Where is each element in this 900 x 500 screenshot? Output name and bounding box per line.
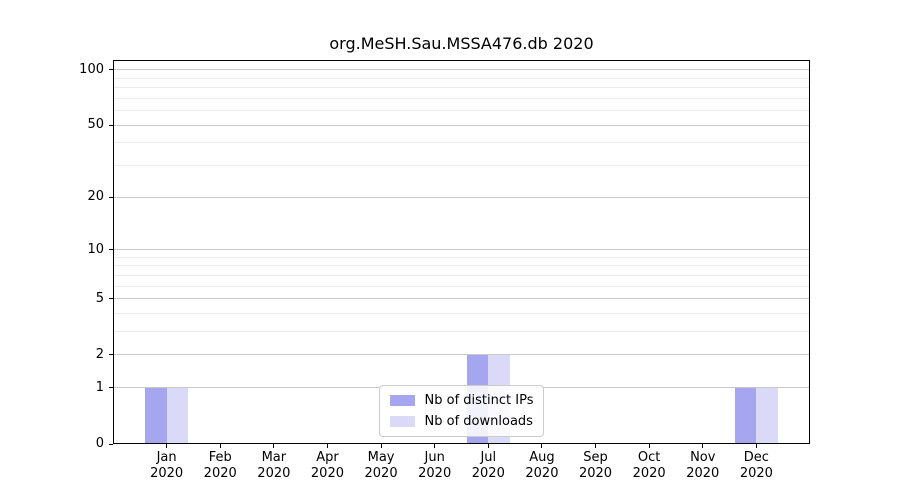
x-tick xyxy=(219,444,221,448)
gridline-minor xyxy=(113,256,810,258)
x-axis-tick-label-year: 2020 xyxy=(632,466,666,481)
y-axis-tick-label: 5 xyxy=(95,290,104,306)
y-axis-tick-label: 100 xyxy=(79,61,104,77)
x-tick xyxy=(434,444,436,448)
x-axis-tick-label-year: 2020 xyxy=(257,466,291,481)
legend-swatch-downloads xyxy=(389,416,415,427)
x-axis-tick-label-year: 2020 xyxy=(739,466,773,481)
legend: Nb of distinct IPs Nb of downloads xyxy=(378,385,545,437)
x-axis-tick-label-year: 2020 xyxy=(525,466,559,481)
x-axis-tick-label: Dec 2020 xyxy=(740,450,773,482)
y-tick xyxy=(109,354,113,356)
x-axis-tick-label: Sep 2020 xyxy=(579,450,612,482)
y-tick xyxy=(109,124,113,126)
x-axis-tick-label-year: 2020 xyxy=(471,466,505,481)
y-tick xyxy=(109,298,113,300)
x-axis-tick-label: Feb 2020 xyxy=(204,450,237,482)
gridline-minor xyxy=(113,142,810,144)
x-axis-tick-label-year: 2020 xyxy=(150,466,184,481)
y-axis-tick-label: 20 xyxy=(87,189,104,205)
y-tick xyxy=(109,69,113,71)
gridline-minor xyxy=(113,331,810,333)
gridline-minor xyxy=(113,285,810,287)
x-axis-tick-label-month: Jan xyxy=(156,450,177,465)
x-tick xyxy=(702,444,704,448)
x-axis-tick-label-month: Oct xyxy=(637,450,661,465)
y-tick xyxy=(109,387,113,389)
bar-distinct-ips-dec xyxy=(734,387,757,444)
x-tick xyxy=(166,444,168,448)
x-axis-tick-label: Nov 2020 xyxy=(686,450,719,482)
gridline-minor xyxy=(113,97,810,99)
x-axis-tick-label-month: Feb xyxy=(208,450,232,465)
gridline-major xyxy=(113,354,810,356)
x-axis-tick-label: Apr 2020 xyxy=(311,450,344,482)
x-axis-tick-label-month: Sep xyxy=(583,450,608,465)
x-axis-tick-label-month: Jun xyxy=(424,450,445,465)
x-axis-tick-label-month: Apr xyxy=(316,450,339,465)
x-tick xyxy=(487,444,489,448)
bar-downloads-jan xyxy=(166,387,189,444)
x-axis-tick-label: Jun 2020 xyxy=(418,450,451,482)
legend-swatch-distinct-ips xyxy=(389,395,415,406)
x-axis-tick-label-year: 2020 xyxy=(203,466,237,481)
bar-downloads-dec xyxy=(756,387,778,444)
chart-title: org.MeSH.Sau.MSSA476.db 2020 xyxy=(329,34,594,53)
x-axis-tick-label: Aug 2020 xyxy=(525,450,558,482)
x-axis-tick-label-month: Dec xyxy=(743,450,769,465)
x-tick xyxy=(755,444,757,448)
x-axis-tick-label-month: Mar xyxy=(261,450,287,465)
y-axis-tick-label: 10 xyxy=(87,241,104,257)
y-tick xyxy=(109,249,113,251)
gridline-minor xyxy=(113,77,810,79)
x-axis-tick-label-year: 2020 xyxy=(364,466,398,481)
bar-distinct-ips-jan xyxy=(145,387,167,444)
x-tick xyxy=(326,444,328,448)
x-axis-tick-label-month: Jul xyxy=(480,450,497,465)
x-axis-tick-label-year: 2020 xyxy=(418,466,452,481)
plot-area: Nb of distinct IPs Nb of downloads xyxy=(113,60,810,444)
gridline-minor xyxy=(113,274,810,276)
x-axis-tick-label: Jan 2020 xyxy=(150,450,183,482)
legend-item-distinct-ips: Nb of distinct IPs xyxy=(389,393,534,408)
legend-item-downloads: Nb of downloads xyxy=(389,414,534,429)
gridline-major xyxy=(113,298,810,300)
y-tick xyxy=(109,443,113,445)
y-axis-tick-label: 50 xyxy=(87,117,104,133)
gridline-minor xyxy=(113,110,810,112)
x-axis-tick-label: Oct 2020 xyxy=(633,450,666,482)
y-axis-tick-label: 1 xyxy=(95,379,104,395)
x-tick xyxy=(648,444,650,448)
x-axis-tick-label-month: Nov xyxy=(690,450,716,465)
gridline-major xyxy=(113,124,810,126)
x-axis-tick-label-month: May xyxy=(367,450,395,465)
y-axis-tick-label: 2 xyxy=(95,346,104,362)
x-axis-tick-label-month: Aug xyxy=(529,450,555,465)
x-tick xyxy=(595,444,597,448)
gridline-minor xyxy=(113,265,810,267)
x-axis-tick-label: May 2020 xyxy=(365,450,398,482)
gridline-major xyxy=(113,249,810,251)
x-axis-tick-label-year: 2020 xyxy=(310,466,344,481)
x-tick xyxy=(380,444,382,448)
legend-label-downloads: Nb of downloads xyxy=(424,414,533,429)
gridline-minor xyxy=(113,87,810,89)
gridline-major xyxy=(113,69,810,71)
x-axis-tick-label-year: 2020 xyxy=(686,466,720,481)
y-tick xyxy=(109,196,113,198)
gridline-minor xyxy=(113,165,810,167)
x-tick xyxy=(273,444,275,448)
gridline-major xyxy=(113,196,810,198)
x-tick xyxy=(541,444,543,448)
gridline-minor xyxy=(113,313,810,314)
x-axis-tick-label-year: 2020 xyxy=(578,466,613,481)
x-axis-tick-label: Jul 2020 xyxy=(472,450,505,482)
legend-label-distinct-ips: Nb of distinct IPs xyxy=(424,393,534,408)
y-axis-tick-label: 0 xyxy=(95,436,104,451)
x-axis-tick-label: Mar 2020 xyxy=(257,450,290,482)
